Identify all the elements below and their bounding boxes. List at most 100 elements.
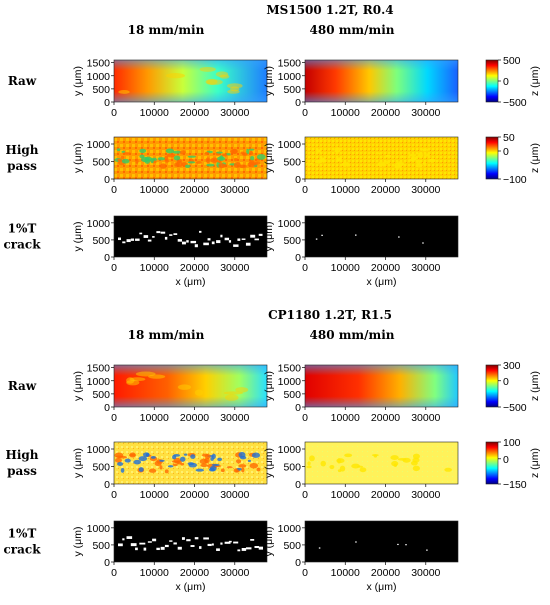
- x-tick-label: 30000: [411, 107, 440, 119]
- y-tick-label: 500: [283, 389, 301, 401]
- roughness-spot: [173, 155, 181, 161]
- y-tick-label: 500: [283, 462, 301, 474]
- x-tick-label: 20000: [371, 262, 400, 274]
- crack-segment: [152, 236, 155, 238]
- roughness-spot: [122, 152, 132, 155]
- roughness-spot: [383, 160, 391, 164]
- roughness-spot: [120, 155, 125, 160]
- y-tick-label: 0: [104, 402, 110, 414]
- roughness-spot: [339, 465, 346, 472]
- roughness-spot: [235, 459, 242, 464]
- plot-frame: [113, 520, 268, 563]
- roughness-spot: [248, 148, 255, 151]
- roughness-spot: [206, 163, 215, 167]
- roughness-spot: [159, 459, 165, 462]
- raw-edge-shading: [114, 365, 267, 407]
- heatmap-highpass: 1000 500 0 y (μm) 0 10000 20000 30000: [72, 136, 268, 196]
- surface-texture: [206, 79, 223, 85]
- x-tick-label: 30000: [220, 412, 249, 424]
- x-tick-label: 0: [302, 567, 308, 579]
- plot-frame: [113, 59, 268, 103]
- plot-frame: [304, 59, 459, 103]
- x-tick-label: 20000: [180, 567, 209, 579]
- roughness-spot: [306, 465, 312, 469]
- x-tick-label: 20000: [371, 107, 400, 119]
- crack-segment: [147, 541, 152, 543]
- roughness-spot: [187, 462, 195, 466]
- roughness-spot: [114, 457, 122, 463]
- surface-texture: [199, 66, 216, 72]
- crack-segment: [135, 547, 138, 551]
- heatmap-highpass: 1000 500 0 y (μm) 0 10000 20000 30000: [263, 441, 459, 501]
- roughness-spot: [249, 463, 259, 469]
- crack-segment: [173, 233, 178, 235]
- crack-segment: [143, 235, 149, 238]
- crack-segment: [177, 546, 182, 550]
- roughness-spot: [204, 454, 211, 459]
- x-axis-label: x (μm): [176, 581, 206, 593]
- y-tick-label: 500: [92, 84, 110, 96]
- roughness-spot: [336, 458, 345, 464]
- crack-segment: [250, 234, 256, 238]
- roughness-spot: [172, 455, 177, 460]
- surface-texture: [129, 377, 146, 382]
- highpass-surface: [114, 137, 267, 179]
- plot-frame: [304, 441, 459, 485]
- crack-map: [114, 216, 267, 257]
- crack-segment: [156, 547, 160, 551]
- x-tick-label: 10000: [140, 567, 169, 579]
- x-tick-label: 10000: [331, 489, 360, 501]
- y-tick-label: 1500: [278, 58, 302, 70]
- x-tick-label: 0: [111, 184, 117, 196]
- y-axis-label: y (μm): [72, 143, 84, 173]
- plot-frame: [304, 215, 459, 258]
- crack-map: [305, 216, 458, 257]
- y-axis-label: y (μm): [263, 448, 275, 478]
- raw-edge-shading: [305, 365, 458, 407]
- roughness-spot: [427, 158, 436, 163]
- x-tick-label: 30000: [220, 262, 249, 274]
- crack-segment: [118, 543, 123, 547]
- x-tick-label: 0: [302, 262, 308, 274]
- y-tick-label: 1000: [278, 376, 302, 388]
- surface-texture: [219, 74, 230, 79]
- x-tick-label: 20000: [180, 412, 209, 424]
- crack-segment: [216, 240, 221, 244]
- x-tick-label: 20000: [180, 489, 209, 501]
- crack-segment: [224, 237, 230, 241]
- plot-frame: [113, 441, 268, 485]
- crack-segment: [355, 541, 357, 543]
- y-tick-label: 1500: [87, 363, 111, 375]
- roughness-spot: [114, 452, 124, 459]
- crack-segment: [315, 238, 318, 240]
- roughness-spot: [256, 467, 261, 472]
- x-tick-label: 30000: [220, 184, 249, 196]
- roughness-spot: [241, 467, 245, 473]
- roughness-spot: [217, 156, 226, 161]
- raw-edge-shading: [305, 60, 458, 102]
- roughness-spot: [305, 162, 314, 165]
- y-tick-label: 0: [295, 402, 301, 414]
- plot-frame: [113, 364, 268, 408]
- y-tick-label: 0: [104, 557, 110, 569]
- roughness-spot: [247, 459, 252, 463]
- crack-segment: [177, 239, 183, 242]
- roughness-spot: [218, 163, 225, 169]
- crack-segment: [181, 241, 186, 245]
- x-tick-label: 10000: [140, 184, 169, 196]
- roughness-spot: [251, 452, 261, 458]
- roughness-spot: [124, 458, 131, 463]
- crack-segment: [398, 236, 400, 238]
- roughness-spot: [138, 467, 144, 472]
- roughness-spot: [309, 455, 315, 462]
- roughness-spot: [210, 157, 219, 163]
- column-title: 480 mm/min: [310, 23, 395, 37]
- y-tick-label: 500: [92, 462, 110, 474]
- row-label: 1%T: [8, 222, 37, 236]
- roughness-spot: [167, 465, 174, 468]
- roughness-spot: [377, 161, 386, 167]
